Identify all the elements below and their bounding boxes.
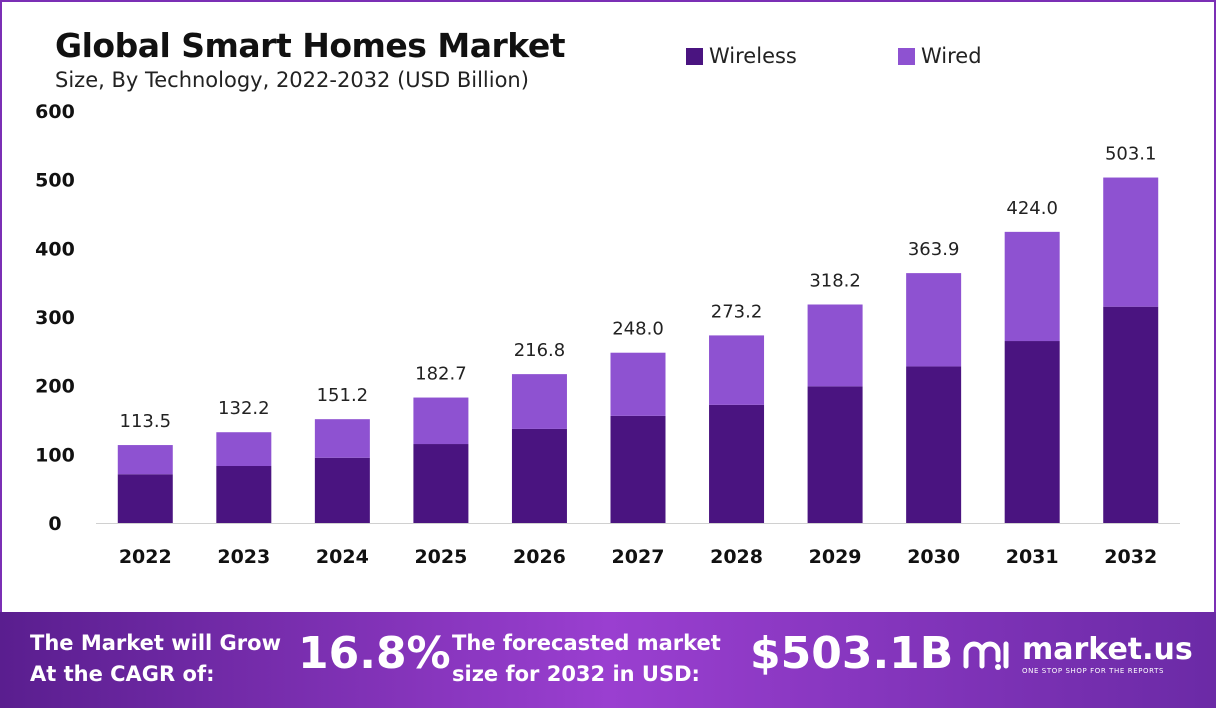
x-tick-label: 2031 (1006, 546, 1059, 568)
y-tick-label: 400 (35, 238, 75, 260)
bar-wireless-2026 (511, 428, 567, 523)
data-label-total: 248.0 (612, 319, 664, 340)
y-tick-label: 0 (48, 513, 61, 535)
bar-wireless-2025 (413, 444, 469, 523)
bar-wireless-2022 (117, 474, 173, 523)
forecast-label-line2: size for 2032 in USD: (452, 662, 700, 686)
forecast-label: The forecasted market size for 2032 in U… (452, 628, 721, 690)
bar-wireless-2031 (1004, 341, 1060, 523)
y-tick-label: 200 (35, 376, 75, 398)
logo-name: market.us (1022, 632, 1193, 667)
bar-wireless-2032 (1103, 306, 1159, 523)
data-label-total: 424.0 (1006, 198, 1058, 219)
x-tick-label: 2027 (612, 546, 665, 568)
bar-wired-2025 (413, 397, 469, 445)
legend-swatch-wireless (686, 47, 703, 65)
y-tick-label: 500 (35, 170, 75, 192)
cagr-label: The Market will Grow At the CAGR of: (30, 628, 281, 690)
data-label-total: 318.2 (809, 271, 861, 292)
x-tick-label: 2022 (119, 546, 172, 568)
bar-wired-2030 (906, 273, 962, 367)
bar-wireless-2027 (610, 415, 666, 523)
x-tick-label: 2029 (809, 546, 862, 568)
x-tick-label: 2025 (414, 546, 467, 568)
market-us-logo-icon (963, 641, 1009, 670)
x-tick-label: 2023 (217, 546, 270, 568)
data-label-total: 151.2 (317, 385, 369, 406)
y-tick-label: 600 (35, 101, 75, 123)
chart-title: Global Smart Homes Market (55, 26, 566, 65)
legend-item-wired: Wired (898, 44, 982, 68)
market-us-logo: market.us ONE STOP SHOP FOR THE REPORTS (962, 635, 1193, 675)
bar-wired-2029 (807, 304, 863, 387)
x-tick-label: 2028 (710, 546, 763, 568)
legend-label-wireless: Wireless (709, 44, 797, 68)
cagr-value: 16.8% (298, 628, 451, 679)
data-label-total: 273.2 (711, 301, 763, 322)
data-label-total: 503.1 (1105, 144, 1157, 165)
bar-wired-2024 (314, 419, 370, 458)
data-label-total: 113.5 (120, 411, 172, 432)
bar-wired-2022 (117, 445, 173, 475)
chart-subtitle: Size, By Technology, 2022-2032 (USD Bill… (55, 68, 529, 92)
x-tick-label: 2030 (907, 546, 960, 568)
data-label-total: 363.9 (908, 239, 960, 260)
bar-wired-2023 (216, 432, 272, 467)
x-tick-label: 2026 (513, 546, 566, 568)
y-tick-label: 100 (35, 444, 75, 466)
bar-wireless-2028 (709, 404, 765, 523)
bar-wireless-2029 (807, 386, 863, 523)
data-label-total: 132.2 (218, 398, 270, 419)
legend-item-wireless: Wireless (686, 44, 797, 68)
bar-chart: 0 100 200 300 400 500 600 113.5 2022 132.2 2023 151… (35, 101, 1180, 568)
bar-wired-2031 (1004, 231, 1060, 342)
bar-wireless-2024 (314, 457, 370, 523)
cagr-label-line1: The Market will Grow (30, 631, 281, 655)
y-tick-label: 300 (35, 307, 75, 329)
data-label-total: 216.8 (514, 340, 566, 361)
logo-tagline: ONE STOP SHOP FOR THE REPORTS (1022, 667, 1165, 675)
data-label-total: 182.7 (415, 364, 467, 385)
bar-wired-2027 (610, 352, 666, 416)
forecast-value: $503.1B (750, 628, 954, 679)
summary-banner (0, 612, 1216, 708)
cagr-label-line2: At the CAGR of: (30, 662, 215, 686)
x-tick-label: 2024 (316, 546, 369, 568)
legend-swatch-wired (898, 47, 915, 65)
bar-wireless-2023 (216, 466, 272, 523)
legend-label-wired: Wired (921, 44, 982, 68)
bar-wired-2026 (511, 374, 567, 429)
x-tick-label: 2032 (1104, 546, 1157, 568)
bar-wired-2032 (1103, 177, 1159, 307)
bar-wireless-2030 (906, 366, 962, 523)
forecast-label-line1: The forecasted market (452, 631, 721, 655)
bar-wired-2028 (709, 335, 765, 405)
